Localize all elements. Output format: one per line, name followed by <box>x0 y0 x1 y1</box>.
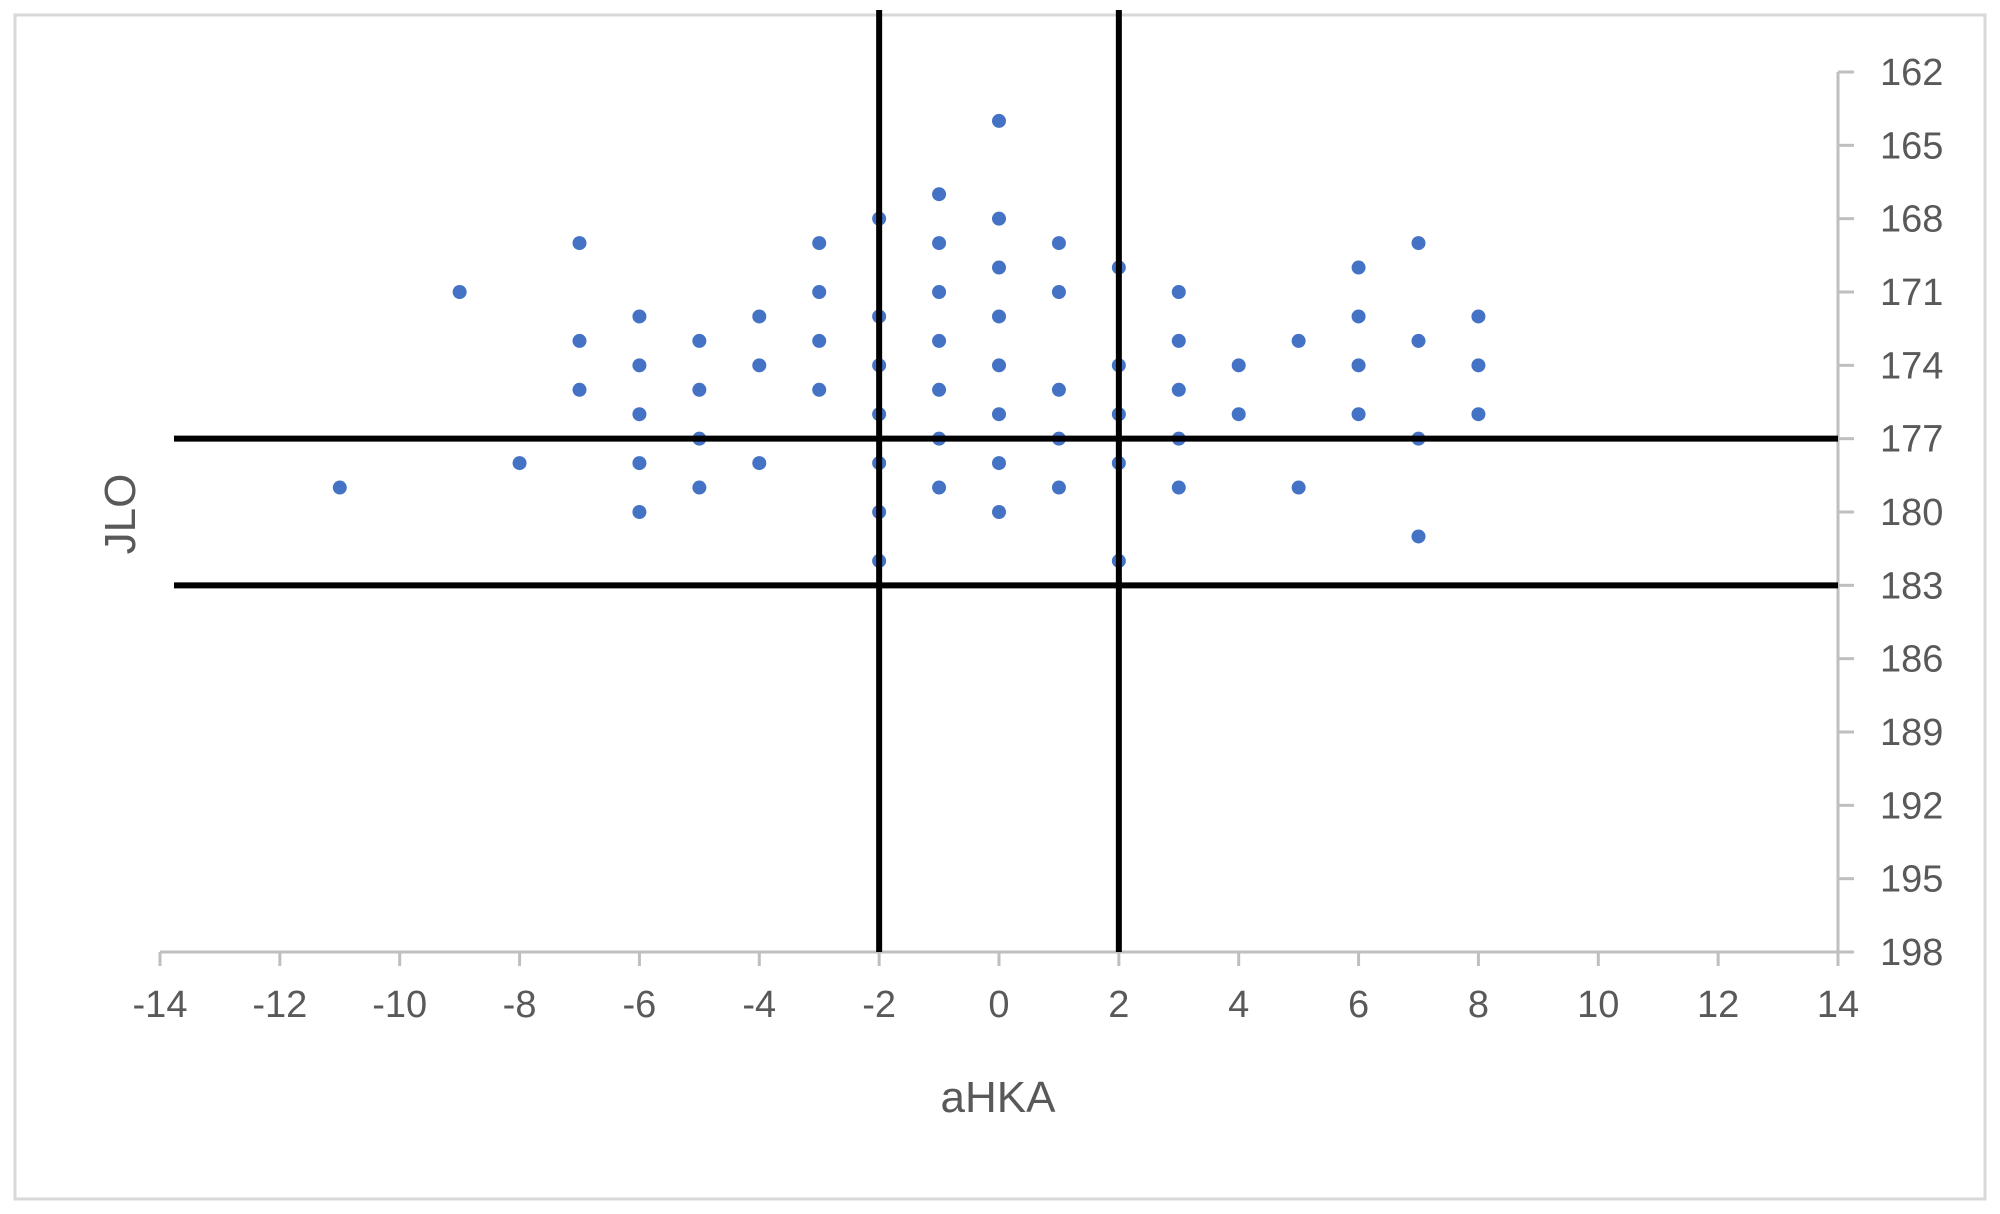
scatter-point <box>1471 309 1486 324</box>
scatter-point <box>1351 358 1366 373</box>
y-tick-label: 162 <box>1880 52 1943 94</box>
y-tick-label: 168 <box>1880 199 1943 241</box>
scatter-point <box>812 333 827 348</box>
scatter-point <box>932 480 947 495</box>
y-tick-label: 177 <box>1880 419 1943 461</box>
scatter-point <box>812 236 827 251</box>
x-tick-label: -8 <box>503 984 537 1026</box>
scatter-point <box>1171 480 1186 495</box>
scatter-point <box>812 285 827 299</box>
x-tick-label: 2 <box>1108 984 1129 1026</box>
y-tick-label: 198 <box>1880 932 1943 974</box>
x-tick-label: -2 <box>862 984 896 1026</box>
scatter-point <box>572 382 587 397</box>
scatter-point <box>1231 358 1246 373</box>
scatter-point <box>932 382 947 397</box>
scatter-point <box>932 333 947 348</box>
scatter-point <box>932 285 947 299</box>
scatter-point <box>752 358 767 373</box>
scatter-point <box>1051 285 1066 299</box>
scatter-point <box>1291 333 1306 348</box>
scatter-point <box>1411 236 1426 251</box>
scatter-point <box>332 480 347 495</box>
scatter-point <box>992 358 1006 373</box>
scatter-point <box>992 309 1006 324</box>
scatter-point <box>632 407 647 422</box>
scatter-point <box>1051 480 1066 495</box>
scatter-point <box>1171 333 1186 348</box>
scatter-point <box>992 505 1006 519</box>
x-tick-label: 6 <box>1348 984 1369 1026</box>
scatter-point <box>1411 529 1426 544</box>
x-tick-label: -12 <box>252 984 307 1026</box>
scatter-point <box>572 236 587 251</box>
scatter-point <box>992 260 1006 275</box>
scatter-point <box>992 407 1006 422</box>
y-tick-label: 195 <box>1880 859 1943 901</box>
scatter-point <box>1051 236 1066 251</box>
x-tick-label: 8 <box>1468 984 1489 1026</box>
scatter-point <box>632 358 647 373</box>
scatter-point <box>692 480 707 495</box>
x-tick-label: -14 <box>133 984 188 1026</box>
x-tick-label: 10 <box>1577 984 1619 1026</box>
scatter-point <box>1351 407 1366 422</box>
scatter-point <box>452 285 467 299</box>
reference-lines <box>174 10 1838 952</box>
x-tick-label: -10 <box>372 984 427 1026</box>
y-tick-label: 186 <box>1880 639 1943 681</box>
y-tick-label: 171 <box>1880 272 1943 314</box>
x-tick-label: 14 <box>1817 984 1859 1026</box>
scatter-point <box>1231 407 1246 422</box>
x-tick-label: -4 <box>742 984 776 1026</box>
y-tick-label: 192 <box>1880 785 1943 827</box>
scatter-point <box>1351 309 1366 324</box>
scatter-point <box>752 309 767 324</box>
y-tick-label: 165 <box>1880 125 1943 167</box>
x-axis-title: aHKA <box>941 1073 1057 1122</box>
scatter-point <box>1171 382 1186 397</box>
y-axis-title: JLO <box>96 474 145 555</box>
scatter-point <box>992 456 1006 471</box>
scatter-point <box>1171 285 1186 299</box>
scatter-point <box>632 309 647 324</box>
x-tick-label: 0 <box>988 984 1009 1026</box>
scatter-point <box>512 456 527 471</box>
y-tick-label: 189 <box>1880 712 1943 754</box>
scatter-point <box>992 211 1006 226</box>
scatter-point <box>1471 407 1486 422</box>
axes: -14 -12 -10 -8 -6 -4 -2 0 2 4 6 8 10 12 14 162 165 168 171… <box>133 52 1944 1026</box>
x-tick-label: -6 <box>623 984 657 1026</box>
scatter-point <box>692 382 707 397</box>
scatter-point <box>1411 333 1426 348</box>
scatter-point <box>632 456 647 471</box>
scatter-point <box>692 333 707 348</box>
scatter-point <box>752 456 767 471</box>
scatter-point <box>812 382 827 397</box>
scatter-point <box>1471 358 1486 373</box>
scatter-point <box>992 113 1006 128</box>
scatter-point <box>1291 480 1306 495</box>
y-tick-label: 183 <box>1880 565 1943 607</box>
x-tick-label: 4 <box>1228 984 1249 1026</box>
scatter-point <box>1051 382 1066 397</box>
scatter-point <box>572 333 587 348</box>
scatter-point <box>932 236 947 251</box>
scatter-point <box>1351 260 1366 275</box>
scatter-point <box>632 505 647 519</box>
y-tick-label: 180 <box>1880 492 1943 534</box>
data-points <box>332 113 1486 568</box>
x-tick-label: 12 <box>1697 984 1739 1026</box>
scatter-point <box>932 187 947 202</box>
y-tick-label: 174 <box>1880 345 1943 387</box>
